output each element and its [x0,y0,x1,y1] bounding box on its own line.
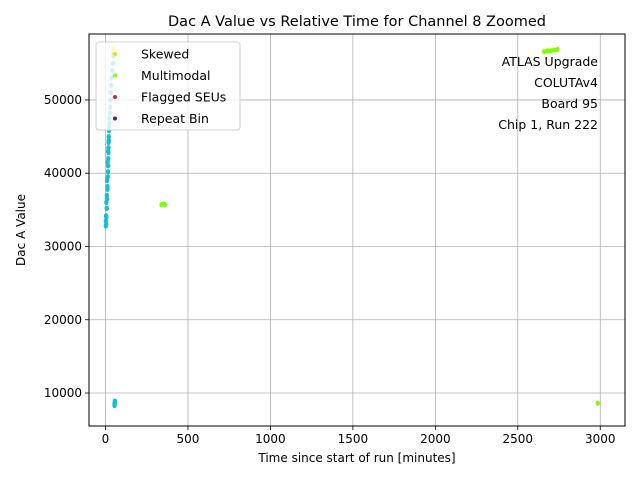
y-tick-label: 30000 [44,239,82,253]
run-annotation: ATLAS Upgrade COLUTAv4 Board 95 Chip 1, Run… [498,54,598,132]
data-point [162,202,168,208]
data-point [105,183,110,190]
legend-marker [113,116,117,121]
annotation-line: Board 95 [541,96,598,111]
chart-title: Dac A Value vs Relative Time for Channel… [168,14,546,30]
data-point [104,192,110,198]
x-tick-label: 0 [102,432,110,446]
legend-label: Flagged SEUs [141,90,226,105]
data-point [595,400,600,406]
legend-label: Repeat Bin [141,111,209,126]
data-point [105,148,111,154]
legend-label: Multimodal [141,68,210,83]
annotation-line: Chip 1, Run 222 [498,117,598,132]
annotation-line: COLUTAv4 [534,75,598,90]
x-tick-label: 3000 [585,432,616,446]
data-point [541,48,547,55]
plot-area: 0 500 1000 1500 2000 2500 3000 10000 20000 30000 4… [44,33,626,446]
x-tick-label: 1500 [338,432,369,446]
x-tick-label: 1000 [255,432,286,446]
data-point [106,133,111,140]
data-point [104,199,109,206]
data-point [548,48,553,54]
x-tick-label: 2500 [503,432,534,446]
data-point [106,137,111,143]
data-point [551,47,557,53]
data-point [555,46,560,52]
y-tick-label: 50000 [44,93,82,107]
data-point [545,48,550,54]
legend-marker [113,95,117,99]
legend-label: Skewed [141,47,189,62]
legend-marker [113,52,117,56]
data-point [112,401,117,407]
legend: Skewed Multimodal Flagged SEUs Repeat Bin [95,41,241,131]
data-point [104,177,110,184]
data-point [105,169,111,175]
y-tick-label: 10000 [44,386,82,400]
legend-box [95,41,241,131]
data-point [104,205,110,211]
legend-marker [113,73,117,78]
data-point [105,159,110,165]
annotation-line: ATLAS Upgrade [502,54,599,69]
data-point [103,221,109,228]
x-tick-label: 2000 [420,432,451,446]
x-tick-label: 500 [177,432,200,446]
y-tick-label: 40000 [44,166,82,180]
y-axis-label: Dac A Value [14,194,28,266]
y-tick-label: 20000 [44,313,82,327]
data-point [104,214,109,220]
x-axis-label: Time since start of run [minutes] [257,451,455,465]
axes-frame [88,33,626,427]
